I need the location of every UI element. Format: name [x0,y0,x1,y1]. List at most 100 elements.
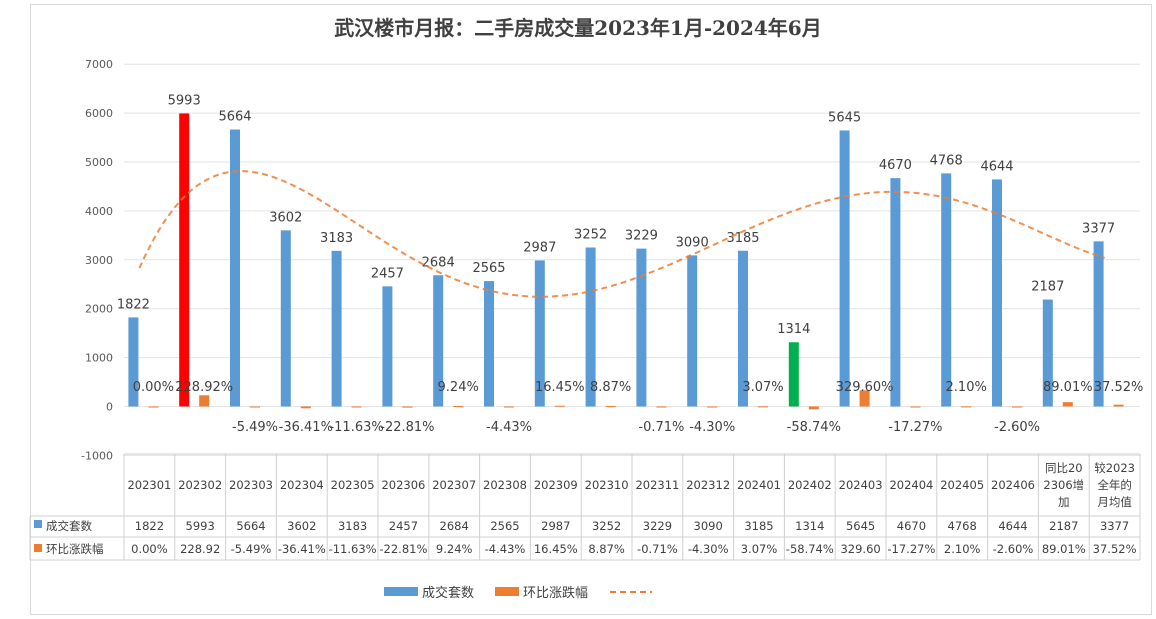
table-category-label: 202404 [889,478,933,492]
bar-202301 [128,317,139,407]
table-cell-pct: 329.60 [840,542,880,556]
table-category-label: 202304 [280,478,324,492]
table-cell-pct: 8.87% [588,542,625,556]
bar-较2023全年的月均值 [1093,241,1104,407]
y-tick-label: 6000 [85,107,113,120]
pct-value-label: -17.27% [888,420,942,435]
pct-bar-202406 [1012,406,1022,408]
legend-key-bars [34,520,42,528]
bar-同比202306增加 [1042,299,1053,407]
table-category-label: 202401 [737,478,781,492]
bar-value-label: 1314 [777,322,810,337]
table-cell-pct: -2.60% [993,542,1034,556]
bar-value-label: 2457 [371,266,404,281]
pct-value-label: -2.60% [994,420,1040,435]
pct-value-label: -22.81% [380,420,434,435]
bar-202303 [230,129,240,407]
pct-bar-较2023全年的月均值 [1113,404,1124,407]
bar-value-label: 1822 [117,297,150,312]
y-tick-label: 7000 [85,58,113,71]
pct-bar-202301 [148,406,159,408]
pct-bar-同比202306增加 [1062,402,1073,407]
bar-value-label: 5664 [218,110,251,125]
table-category-label: 同比20 [1045,461,1083,475]
table-cell-value: 5993 [186,519,215,533]
bar-value-label: 4670 [879,158,912,173]
bar-value-label: 3090 [676,235,709,250]
table-cell-pct: -17.27% [887,542,935,556]
pct-bar-202402 [808,406,819,410]
bar-value-label: 5993 [168,93,201,108]
bar-202310 [585,247,596,407]
bar-value-label: 3229 [625,229,658,244]
bar-value-label: 3377 [1082,221,1115,236]
bar-202402 [788,342,799,407]
legend-key-pct [34,544,42,552]
y-tick-label: 3000 [85,254,113,267]
y-tick-label: -1000 [81,449,113,462]
table-cell-pct: 0.00% [131,542,168,556]
pct-value-label: 329.60% [836,380,894,395]
pct-value-label: 37.52% [1094,380,1144,395]
table-category-label: 加 [1058,495,1070,509]
table-cell-value: 2187 [1049,519,1078,533]
bar-202406 [992,179,1002,407]
table-cell-value: 2987 [541,519,570,533]
table-cell-value: 1822 [135,519,164,533]
table-category-label: 2306增 [1043,478,1084,492]
bar-value-label: 3252 [574,227,607,242]
table-cell-value: 3252 [592,519,621,533]
table-category-label: 202403 [839,478,883,492]
table-cell-pct: -36.41% [278,542,326,556]
pct-bar-202306 [402,406,413,408]
table-cell-pct: 9.24% [436,542,473,556]
pct-bar-202404 [910,406,921,408]
bar-value-label: 3183 [320,231,353,246]
table-category-label: 202310 [585,478,629,492]
bar-value-label: 2684 [422,255,455,270]
pct-value-label: 228.92% [175,380,233,395]
bar-202401 [738,250,748,407]
pct-bar-202310 [605,406,616,408]
table-category-label: 202306 [381,478,425,492]
bar-202403 [839,130,850,407]
pct-value-label: -36.41% [279,420,333,435]
bar-202405 [941,173,952,407]
table-cell-value: 3229 [643,519,672,533]
table-cell-pct: -4.30% [688,542,729,556]
table-category-label: 202307 [432,478,476,492]
table-category-label: 202302 [178,478,222,492]
table-row-header-pct: 环比涨跌幅 [46,542,104,556]
table-cell-pct: -4.43% [485,542,526,556]
bar-value-label: 2565 [472,261,505,276]
bar-202309 [534,260,545,407]
pct-value-label: 16.45% [535,380,585,395]
bar-value-label: 3602 [269,210,302,225]
y-tick-label: 4000 [85,205,113,218]
pct-value-label: -4.30% [689,420,735,435]
table-cell-pct: 2.10% [944,542,981,556]
bar-202302 [179,113,190,407]
pct-bar-202303 [250,406,260,408]
table-cell-value: 1314 [795,519,824,533]
pct-value-label: -4.43% [486,420,532,435]
bar-value-label: 4644 [980,159,1013,174]
table-category-label: 202402 [788,478,832,492]
table-cell-value: 2457 [389,519,418,533]
table-cell-pct: 228.92 [180,542,220,556]
legend-swatch-bars [384,587,418,596]
table-category-label: 月均值 [1097,495,1132,509]
pct-value-label: -58.74% [787,420,841,435]
y-tick-label: 2000 [85,303,113,316]
bar-value-label: 3185 [726,231,759,246]
bar-202304 [280,230,291,407]
legend-swatch-pct [495,587,519,596]
bar-value-label: 2187 [1031,280,1064,295]
trendline [138,170,1105,298]
table-category-label: 202406 [991,478,1035,492]
pct-bar-202312 [707,406,718,408]
pct-value-label: -11.63% [329,420,383,435]
pct-bar-202403 [859,390,870,407]
table-category-label: 202309 [534,478,578,492]
